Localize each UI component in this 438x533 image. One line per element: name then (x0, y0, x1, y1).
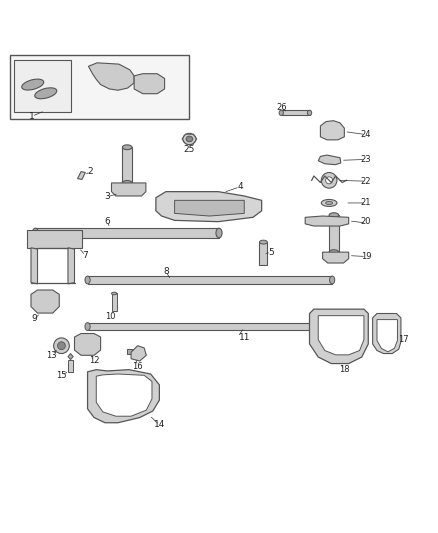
Polygon shape (310, 309, 368, 364)
Ellipse shape (139, 76, 160, 92)
Text: 22: 22 (361, 177, 371, 185)
Bar (10, 55, 188, 118)
Polygon shape (68, 353, 73, 360)
Text: 10: 10 (106, 312, 116, 321)
Polygon shape (78, 172, 85, 180)
Circle shape (117, 393, 131, 407)
Text: 16: 16 (132, 362, 143, 371)
Ellipse shape (85, 322, 90, 330)
Circle shape (313, 217, 320, 224)
Text: 11: 11 (239, 333, 250, 342)
Ellipse shape (307, 110, 312, 116)
Bar (127, 349, 136, 354)
Text: 17: 17 (398, 335, 408, 344)
Polygon shape (112, 183, 146, 196)
Bar (88, 322, 358, 330)
Circle shape (334, 217, 341, 224)
Polygon shape (318, 155, 341, 165)
Ellipse shape (32, 228, 39, 238)
Bar (259, 242, 267, 265)
Text: 12: 12 (89, 357, 99, 366)
Polygon shape (88, 370, 159, 423)
Bar (112, 294, 117, 311)
Text: 7: 7 (82, 251, 88, 260)
Circle shape (57, 342, 65, 350)
Ellipse shape (144, 79, 155, 88)
Polygon shape (156, 192, 261, 222)
Circle shape (102, 382, 113, 393)
Text: 15: 15 (56, 371, 67, 380)
Circle shape (42, 298, 48, 305)
Polygon shape (31, 248, 38, 284)
Bar (329, 215, 339, 252)
Text: 25: 25 (184, 146, 195, 155)
Text: 2: 2 (88, 167, 93, 176)
Text: 18: 18 (339, 365, 350, 374)
Ellipse shape (329, 213, 339, 217)
Ellipse shape (85, 276, 90, 284)
Bar (122, 147, 132, 183)
Circle shape (333, 313, 343, 323)
Text: 6: 6 (104, 217, 110, 226)
Bar (281, 110, 310, 116)
Polygon shape (318, 316, 364, 355)
Polygon shape (321, 120, 344, 140)
Polygon shape (31, 290, 59, 313)
Ellipse shape (329, 250, 339, 255)
Polygon shape (322, 252, 349, 263)
Circle shape (325, 177, 332, 184)
Polygon shape (68, 248, 74, 284)
Text: 8: 8 (163, 267, 169, 276)
Polygon shape (88, 63, 134, 90)
Text: 21: 21 (361, 198, 371, 207)
Ellipse shape (216, 228, 222, 238)
Circle shape (82, 339, 93, 350)
Polygon shape (373, 313, 401, 353)
Ellipse shape (112, 292, 117, 295)
Ellipse shape (328, 127, 336, 134)
Bar (68, 360, 73, 372)
Circle shape (134, 382, 145, 393)
Text: 4: 4 (237, 182, 243, 191)
Bar (14, 60, 71, 112)
Bar (88, 276, 332, 284)
Circle shape (39, 295, 52, 308)
Ellipse shape (323, 124, 341, 137)
Polygon shape (377, 320, 397, 352)
Text: 9: 9 (32, 314, 37, 323)
Ellipse shape (183, 133, 196, 144)
Bar (35, 228, 219, 238)
Text: 14: 14 (154, 421, 165, 430)
Ellipse shape (356, 322, 361, 330)
Polygon shape (305, 216, 349, 226)
Ellipse shape (321, 199, 337, 206)
Ellipse shape (197, 199, 222, 214)
Ellipse shape (22, 79, 44, 90)
Ellipse shape (122, 145, 132, 150)
Text: 19: 19 (361, 252, 371, 261)
Polygon shape (134, 74, 165, 94)
Ellipse shape (279, 110, 283, 116)
Text: 1: 1 (29, 112, 35, 121)
Text: 5: 5 (268, 248, 274, 256)
Polygon shape (74, 334, 101, 356)
Text: 24: 24 (361, 130, 371, 139)
Circle shape (53, 338, 69, 353)
Text: 13: 13 (46, 351, 57, 360)
Ellipse shape (259, 240, 267, 244)
Text: 20: 20 (361, 217, 371, 226)
Ellipse shape (329, 276, 335, 284)
Text: 26: 26 (276, 103, 286, 112)
Ellipse shape (35, 88, 57, 99)
Text: 3: 3 (104, 192, 110, 201)
Ellipse shape (325, 201, 332, 205)
Polygon shape (96, 374, 152, 416)
Polygon shape (175, 200, 244, 216)
Bar (27, 230, 82, 248)
Ellipse shape (186, 136, 193, 142)
Polygon shape (131, 346, 146, 361)
Circle shape (321, 173, 337, 188)
Text: 23: 23 (361, 155, 371, 164)
Ellipse shape (122, 181, 132, 185)
